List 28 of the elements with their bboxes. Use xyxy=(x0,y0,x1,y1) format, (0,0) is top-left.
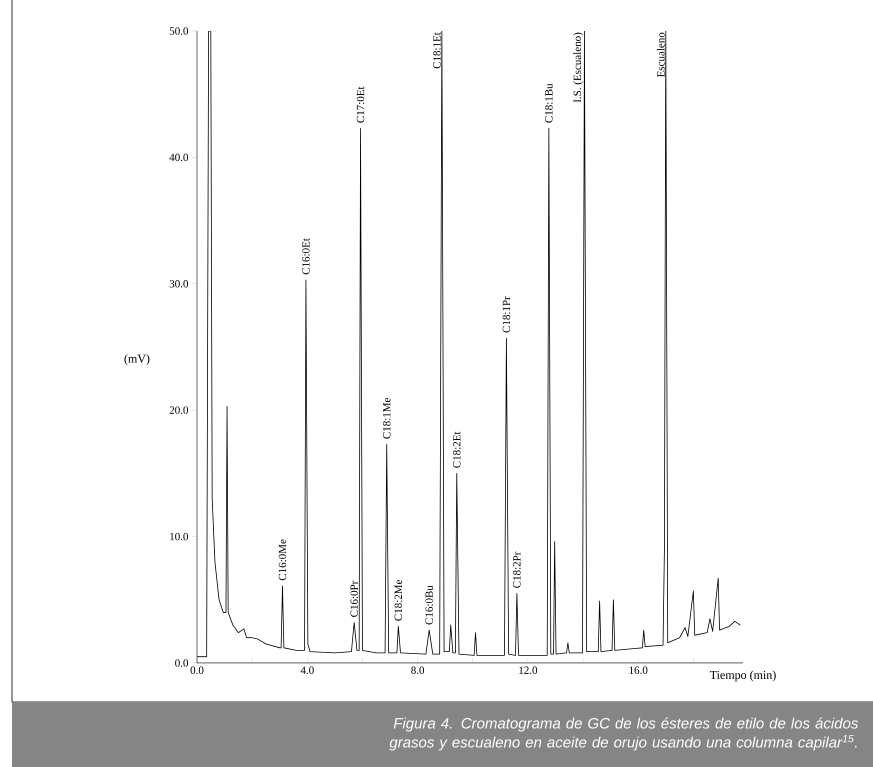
annotation: C18:1Pr xyxy=(502,296,510,332)
x-tick-label: 0.0 xyxy=(190,666,204,674)
text: Figura 4. Cromatograma de GC de los ésteres de etilo de los ácidos grasos y escualeno en aceite de orujo usando una columna capilar$^{15}$. xyxy=(389,717,858,751)
x-tick-label: 4.0 xyxy=(300,666,314,674)
annotation: C18:1Et xyxy=(433,32,441,68)
annotation: C18:1Bu xyxy=(545,84,553,123)
x-tick-label: 12.0 xyxy=(519,666,538,674)
annotation: C16:0Pr xyxy=(350,580,358,617)
y-tick-label: 50.0 xyxy=(170,27,188,35)
x-axis-title: Tiempo (min) xyxy=(710,670,776,682)
y-tick-label: 20.0 xyxy=(170,406,188,414)
annotation: C16:0Et xyxy=(302,238,310,274)
x-tick-label: 16.0 xyxy=(630,666,648,674)
annotation: C18:1Me xyxy=(382,398,390,439)
annotation: C17:0Et xyxy=(356,86,364,123)
annotation: C18:2Me xyxy=(394,580,402,621)
y-tick-label: 10.0 xyxy=(170,532,188,540)
annotation: C16:0Bu xyxy=(425,585,433,624)
y-axis-title: (mV) xyxy=(124,354,150,366)
annotation: C16:0Me xyxy=(278,540,286,580)
annotation: C18:2Pr xyxy=(513,552,521,588)
annotation: I.S. (Escualeno) xyxy=(573,32,584,102)
y-tick-label: 30.0 xyxy=(170,280,188,288)
x-tick-label: 8.0 xyxy=(411,666,424,674)
annotation: Escualeno xyxy=(656,32,665,78)
annotation: C18:2Et xyxy=(453,432,461,468)
y-tick-label: 0.0 xyxy=(175,659,188,667)
y-tick-label: 40.0 xyxy=(169,154,188,162)
